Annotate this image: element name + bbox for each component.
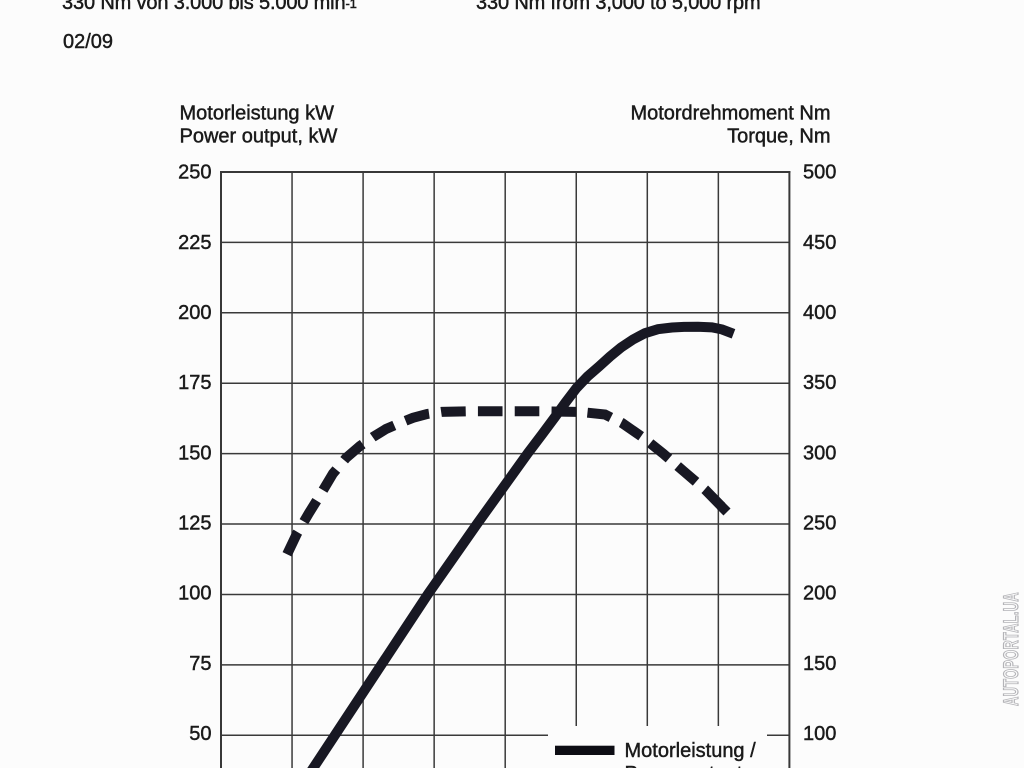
svg-text:350: 350 — [803, 372, 836, 394]
svg-text:225: 225 — [178, 232, 211, 254]
svg-text:200: 200 — [803, 583, 836, 605]
svg-text:02/09: 02/09 — [63, 31, 113, 53]
svg-text:100: 100 — [803, 723, 836, 745]
svg-text:330 Nm from 3,000 to 5,000 rpm: 330 Nm from 3,000 to 5,000 rpm — [476, 0, 761, 14]
svg-text:125: 125 — [178, 512, 211, 534]
svg-text:200: 200 — [178, 302, 211, 324]
svg-text:Power output: Power output — [625, 763, 743, 768]
svg-text:150: 150 — [178, 442, 211, 464]
svg-text:250: 250 — [178, 162, 211, 184]
svg-text:250: 250 — [803, 512, 836, 534]
svg-text:400: 400 — [803, 302, 836, 324]
svg-text:450: 450 — [803, 232, 836, 254]
svg-text:Torque, Nm: Torque, Nm — [727, 126, 830, 148]
svg-text:300: 300 — [803, 442, 836, 464]
svg-text:Motorleistung /: Motorleistung / — [625, 740, 757, 762]
svg-text:75: 75 — [189, 653, 211, 675]
svg-text:50: 50 — [189, 723, 211, 745]
svg-text:Power output, kW: Power output, kW — [180, 126, 338, 148]
svg-text:Motordrehmoment Nm: Motordrehmoment Nm — [630, 103, 830, 125]
svg-text:500: 500 — [803, 162, 836, 184]
svg-text:330 Nm von 3.000 bis 5.000 min: 330 Nm von 3.000 bis 5.000 min-1 — [62, 0, 357, 14]
svg-text:100: 100 — [178, 583, 211, 605]
svg-text:150: 150 — [803, 653, 836, 675]
svg-text:Motorleistung kW: Motorleistung kW — [180, 103, 335, 125]
svg-text:175: 175 — [178, 372, 211, 394]
